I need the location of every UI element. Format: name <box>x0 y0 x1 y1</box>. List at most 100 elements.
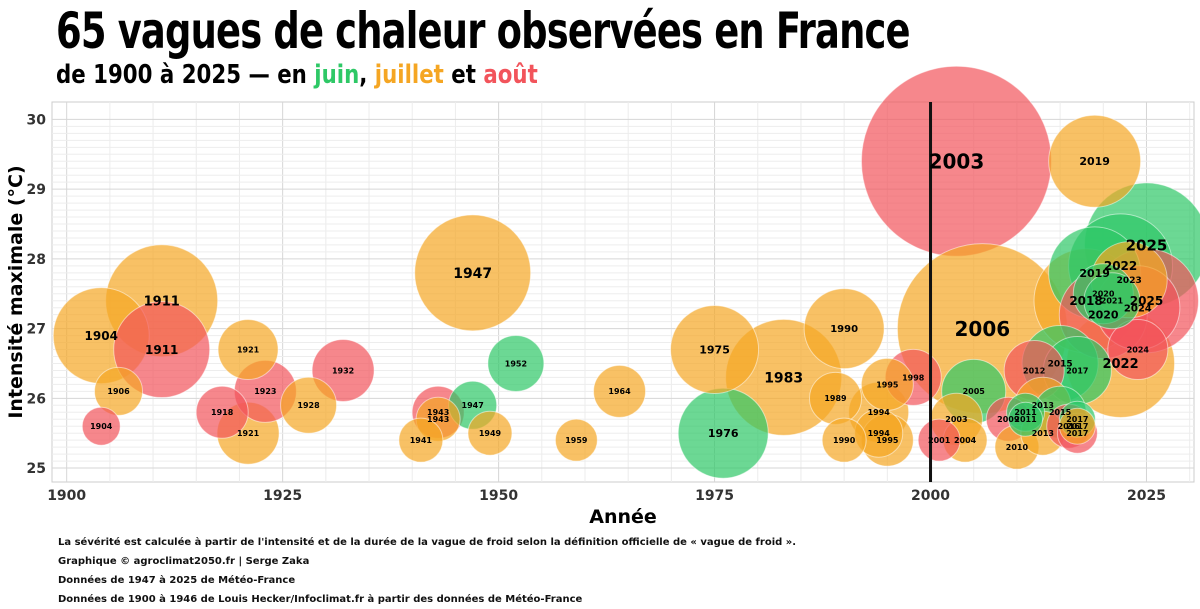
bubble-label-1995: 1995 <box>876 436 899 445</box>
bubble-label-2009: 2009 <box>997 415 1020 424</box>
bubble-label-2017: 2017 <box>1066 429 1088 438</box>
bubble-1921-juillet <box>217 319 279 381</box>
bubble-label-1943: 1943 <box>427 408 449 417</box>
bubble-label-2025: 2025 <box>1130 294 1163 308</box>
bubble-label-2025: 2025 <box>1126 236 1168 254</box>
x-tick-label: 1925 <box>263 488 302 504</box>
subtitle-aout: août <box>483 60 538 90</box>
bubble-label-2024: 2024 <box>1127 345 1150 354</box>
bubble-label-1952: 1952 <box>505 359 527 368</box>
y-tick-label: 29 <box>27 182 46 198</box>
bubble-2021-juin <box>1083 272 1141 330</box>
bubble-label-2017: 2017 <box>1066 422 1088 431</box>
bubble-label-1923: 1923 <box>254 387 276 396</box>
bubble-label-1959: 1959 <box>565 436 588 445</box>
bubble-label-2004: 2004 <box>954 436 977 445</box>
bubble-label-1932: 1932 <box>332 366 354 375</box>
bubble-label-2015: 2015 <box>1049 408 1072 417</box>
bubble-label-1928: 1928 <box>297 401 320 410</box>
bubble-label-2006: 2006 <box>955 317 1011 341</box>
bubble-label-2015: 2015 <box>1048 360 1073 370</box>
bubble-label-1911: 1911 <box>145 343 178 357</box>
x-tick-label: 1900 <box>47 488 86 504</box>
y-tick-label: 27 <box>27 322 46 338</box>
bubble-2019-juillet <box>1048 114 1142 208</box>
y-tick-label: 26 <box>27 391 46 407</box>
footer-notes: La sévérité est calculée à partir de l'i… <box>58 533 796 609</box>
bubble-label-1964: 1964 <box>608 387 631 396</box>
bubble-label-2024: 2024 <box>1124 303 1152 314</box>
bubble-2024-aout <box>1107 319 1169 381</box>
subtitle-sep: , <box>359 60 375 90</box>
subtitle-juin: juin <box>314 60 360 90</box>
bubble-1964-juillet <box>593 364 647 418</box>
bubble-2017-juillet <box>1058 407 1096 445</box>
bubble-label-2013: 2013 <box>1032 429 1054 438</box>
bubble-1947-juillet <box>414 214 532 332</box>
bubble-label-1983: 1983 <box>764 370 803 386</box>
bubble-label-1941: 1941 <box>410 436 433 445</box>
subtitle-et: et <box>443 60 484 90</box>
footer-line-source-mf: Données de 1947 à 2025 de Météo-France <box>58 575 296 586</box>
bubble-1918-aout <box>195 385 249 439</box>
bubble-1941-juillet <box>398 417 444 463</box>
bubble-label-1947: 1947 <box>453 266 492 282</box>
bubble-label-2001: 2001 <box>928 436 951 445</box>
y-tick-label: 30 <box>27 112 47 128</box>
bubble-label-1995: 1995 <box>876 380 899 389</box>
bubble-label-1949: 1949 <box>479 429 502 438</box>
bubble-label-2020: 2020 <box>1088 309 1119 322</box>
bubble-label-1976: 1976 <box>708 427 739 440</box>
bubble-label-1918: 1918 <box>211 408 234 417</box>
bubble-label-2012: 2012 <box>1023 366 1045 375</box>
bubble-label-2003: 2003 <box>929 149 985 173</box>
bubble-label-2011: 2011 <box>1014 408 1037 417</box>
bubble-label-1975: 1975 <box>699 343 730 356</box>
bubbles-layer <box>52 65 1200 479</box>
bubble-label-2019: 2019 <box>1079 267 1110 280</box>
bubble-label-2019: 2019 <box>1079 155 1110 168</box>
bubble-label-2017: 2017 <box>1066 366 1088 375</box>
bubble-1990-juillet <box>821 417 867 463</box>
bubble-2001-aout <box>917 418 961 462</box>
bubble-label-2022: 2022 <box>1102 357 1138 372</box>
bubble-label-1989: 1989 <box>824 394 847 403</box>
bubble-label-2022: 2022 <box>1104 259 1137 273</box>
chart-title: 65 vagues de chaleur observées en France <box>56 2 911 60</box>
bubble-label-2003: 2003 <box>945 415 967 424</box>
bubble-labels-layer: 2003 2006 2025 1947 1983 1911 2022 2018 2022 2025… <box>85 149 1168 452</box>
bubble-1906-juillet <box>94 366 144 416</box>
bubble-label-2018: 2018 <box>1069 294 1102 308</box>
bubble-label-1904: 1904 <box>85 329 118 343</box>
axis-ticks: 1900 1925 1950 1975 2000 2025 25 26 27 28 29 30 <box>27 112 1166 504</box>
x-tick-label: 1975 <box>695 488 734 504</box>
bubble-label-1906: 1906 <box>107 387 130 396</box>
y-tick-label: 25 <box>27 461 46 477</box>
footer-line-severity: La sévérité est calculée à partir de l'i… <box>58 537 797 548</box>
bubble-label-2023: 2023 <box>1117 276 1142 286</box>
bubble-label-2017: 2017 <box>1066 415 1088 424</box>
bubble-label-2021: 2021 <box>1101 297 1124 306</box>
y-axis-label: Intensité maximale (°C) <box>5 165 27 418</box>
bubble-1990-juillet <box>803 288 885 370</box>
chart-subtitle: de 1900 à 2025 — en juin, juillet et aoû… <box>56 60 538 90</box>
bubble-label-1921: 1921 <box>237 345 260 354</box>
bubble-1959-juillet <box>554 418 598 462</box>
bubble-label-1921: 1921 <box>237 429 260 438</box>
bubble-label-2010: 2010 <box>1006 443 1029 452</box>
bubble-label-1990: 1990 <box>833 436 856 445</box>
bubble-1975-juillet <box>670 305 760 395</box>
subtitle-juillet: juillet <box>374 60 444 90</box>
bubble-1911-aout <box>113 301 211 399</box>
bubble-label-2013: 2013 <box>1032 401 1054 410</box>
bubble-label-1998: 1998 <box>902 373 925 382</box>
bubble-1904-aout <box>81 406 121 446</box>
bubble-1949-juillet <box>467 410 513 456</box>
bubble-label-2020: 2020 <box>1092 290 1115 299</box>
bubble-label-1994: 1994 <box>868 429 891 438</box>
bubble-1952-juin <box>487 334 545 392</box>
x-tick-label: 2000 <box>911 488 950 504</box>
bubble-label-1943: 1943 <box>427 415 449 424</box>
bubble-label-2016: 2016 <box>1058 422 1081 431</box>
